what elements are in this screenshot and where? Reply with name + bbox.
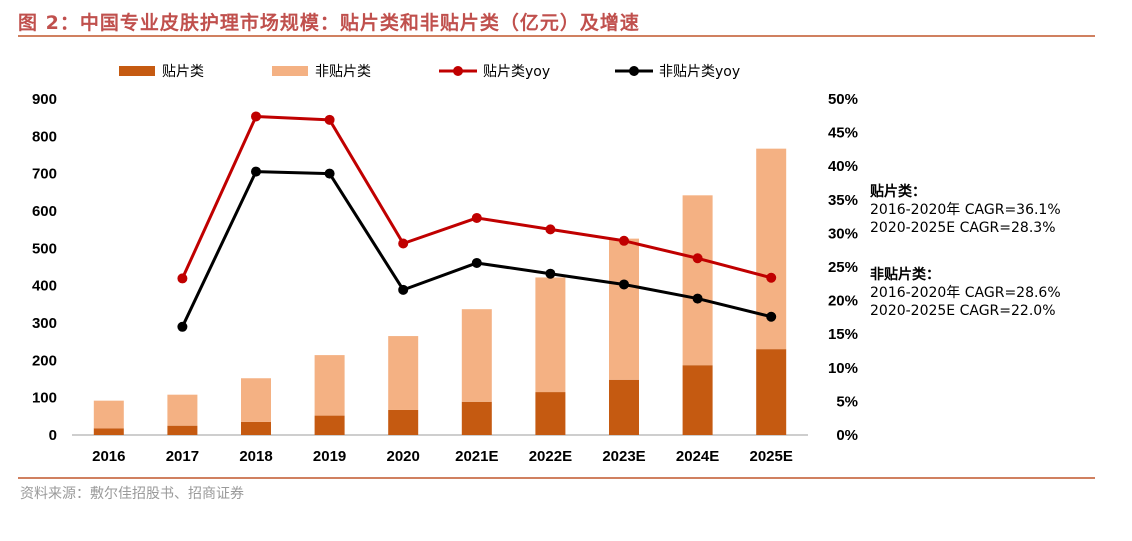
- point-patch-yoy: [619, 235, 629, 246]
- bar-nonpatch: [167, 394, 198, 426]
- left-axis-tick-label: 500: [32, 240, 57, 257]
- point-patch-yoy: [545, 224, 556, 235]
- bar-nonpatch: [682, 195, 713, 366]
- left-axis-tick-label: 300: [32, 315, 57, 332]
- point-nonpatch-yoy: [766, 311, 777, 322]
- bar-patch: [167, 425, 198, 435]
- patch-cagr-annotation: 贴片类： 2016-2020年 CAGR=36.1% 2020-2025E CA…: [870, 183, 1061, 237]
- x-axis-tick-label: 2023E: [602, 448, 645, 465]
- left-axis-tick-label: 800: [32, 128, 57, 145]
- left-axis-tick-label: 100: [32, 390, 57, 407]
- point-nonpatch-yoy: [619, 279, 629, 290]
- point-nonpatch-yoy: [324, 168, 335, 179]
- point-nonpatch-yoy: [177, 321, 188, 332]
- left-axis-tick-label: 700: [32, 166, 57, 183]
- bar-nonpatch: [461, 309, 492, 402]
- legend-swatch-patch: [119, 66, 155, 76]
- bar-patch: [609, 379, 639, 435]
- left-axis-tick-label: 200: [32, 352, 57, 369]
- right-axis-tick-label: 40%: [828, 158, 858, 175]
- right-axis-tick-label: 25%: [828, 259, 858, 276]
- right-axis-tick-label: 0%: [836, 427, 858, 444]
- bottom-divider: [18, 477, 1095, 479]
- bar-nonpatch: [388, 336, 419, 410]
- x-axis-tick-label: 2024E: [676, 448, 719, 465]
- point-patch-yoy: [324, 114, 335, 125]
- x-axis-tick-label: 2025E: [750, 448, 793, 465]
- bar-patch: [756, 349, 787, 435]
- x-axis-tick-label: 2018: [239, 448, 272, 465]
- patch-cagr-line-1: 2016-2020年 CAGR=36.1%: [870, 202, 1061, 218]
- point-nonpatch-yoy: [545, 268, 556, 279]
- right-axis-tick-label: 10%: [828, 360, 858, 377]
- bar-patch: [682, 365, 713, 435]
- legend-label-patch: 贴片类: [162, 64, 204, 80]
- right-axis-tick-label: 50%: [828, 91, 858, 108]
- point-patch-yoy: [398, 238, 409, 249]
- right-axis-tick-label: 45%: [828, 125, 858, 142]
- bar-nonpatch: [314, 355, 345, 416]
- legend-label-patch-yoy: 贴片类yoy: [483, 64, 550, 80]
- point-nonpatch-yoy: [251, 166, 261, 177]
- nonpatch-cagr-line-1: 2016-2020年 CAGR=28.6%: [870, 285, 1061, 301]
- point-nonpatch-yoy: [398, 284, 409, 295]
- left-axis-tick-label: 600: [32, 203, 57, 220]
- bar-patch: [461, 401, 492, 435]
- nonpatch-cagr-heading: 非贴片类：: [870, 267, 940, 283]
- bar-patch: [388, 409, 419, 435]
- right-axis-tick-label: 35%: [828, 192, 858, 209]
- x-axis-tick-label: 2017: [166, 448, 199, 465]
- bar-patch: [93, 428, 124, 435]
- legend-marker-patch-yoy: [453, 66, 463, 76]
- left-axis-tick-label: 900: [32, 91, 57, 108]
- x-axis-tick-label: 2019: [313, 448, 346, 465]
- point-patch-yoy: [177, 273, 188, 284]
- point-patch-yoy: [471, 212, 482, 223]
- right-axis-tick-label: 30%: [828, 225, 858, 242]
- point-patch-yoy: [766, 272, 777, 283]
- bar-patch: [535, 392, 566, 435]
- x-axis-tick-label: 2016: [92, 448, 125, 465]
- point-patch-yoy: [251, 111, 261, 122]
- bar-patch: [241, 421, 271, 435]
- x-axis-tick-label: 2020: [387, 448, 420, 465]
- bar-nonpatch: [609, 238, 639, 380]
- bar-nonpatch: [241, 378, 271, 422]
- right-axis-tick-label: 20%: [828, 293, 858, 310]
- point-nonpatch-yoy: [692, 293, 703, 304]
- chart-title: 图 2：中国专业皮肤护理市场规模：贴片类和非贴片类（亿元）及增速: [18, 12, 640, 34]
- patch-cagr-line-2: 2020-2025E CAGR=28.3%: [870, 220, 1056, 236]
- source-note: 资料来源：敷尔佳招股书、招商证券: [20, 486, 244, 502]
- point-nonpatch-yoy: [471, 257, 482, 268]
- left-axis-tick-label: 0: [49, 427, 57, 444]
- patch-cagr-heading: 贴片类：: [870, 184, 926, 200]
- point-patch-yoy: [692, 253, 703, 264]
- right-axis-tick-label: 5%: [836, 393, 858, 410]
- legend-label-nonpatch-yoy: 非贴片类yoy: [659, 64, 740, 80]
- x-axis-tick-label: 2022E: [529, 448, 572, 465]
- legend-label-nonpatch: 非贴片类: [315, 64, 371, 80]
- legend-swatch-nonpatch: [272, 66, 308, 76]
- right-axis-tick-label: 15%: [828, 326, 858, 343]
- nonpatch-cagr-line-2: 2020-2025E CAGR=22.0%: [870, 303, 1056, 319]
- bar-nonpatch: [535, 277, 566, 393]
- x-axis-tick-label: 2021E: [455, 448, 498, 465]
- bar-patch: [314, 415, 345, 435]
- legend-marker-nonpatch-yoy: [629, 66, 639, 76]
- bar-nonpatch: [93, 400, 124, 429]
- top-divider: [18, 35, 1095, 37]
- nonpatch-cagr-annotation: 非贴片类： 2016-2020年 CAGR=28.6% 2020-2025E C…: [870, 266, 1061, 320]
- left-axis-tick-label: 400: [32, 278, 57, 295]
